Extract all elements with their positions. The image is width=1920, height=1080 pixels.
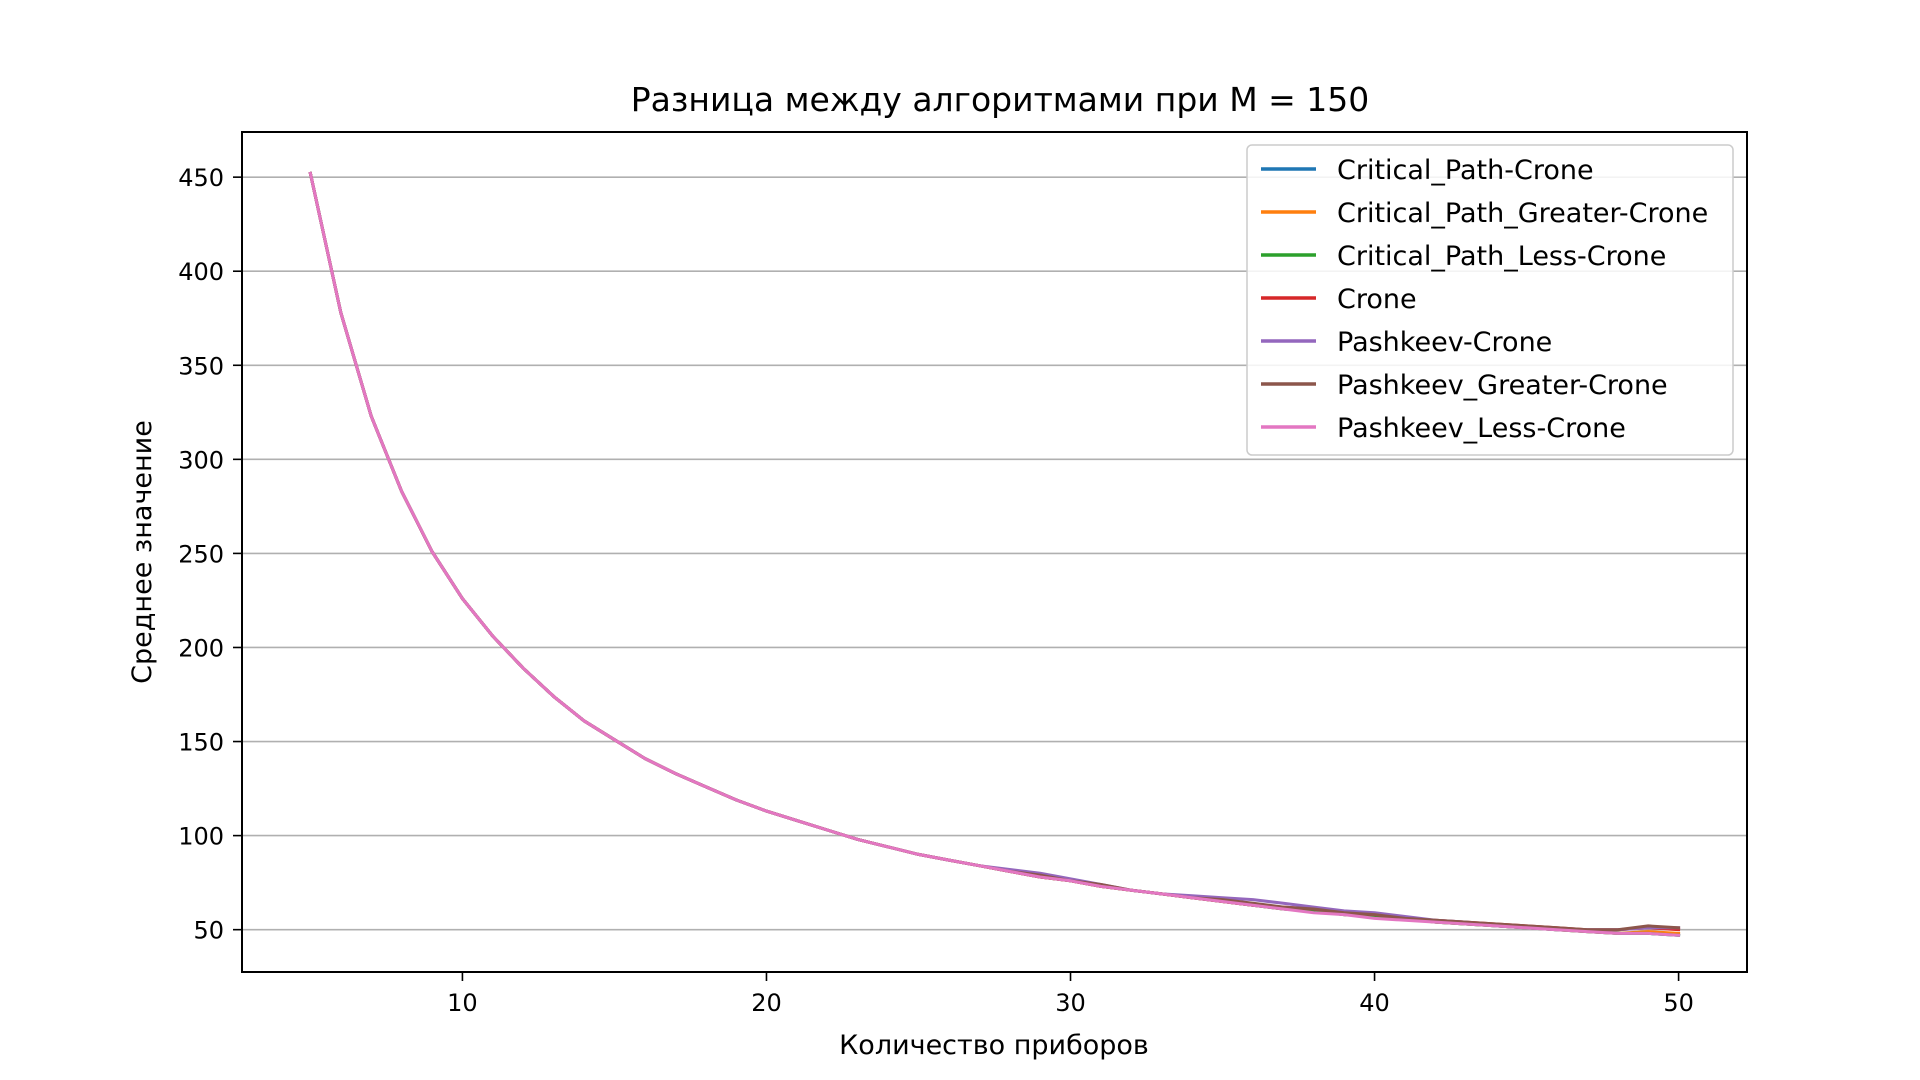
legend-item: Pashkeev_Less-Crone [1261,413,1626,444]
legend-item: Crone [1261,284,1417,315]
plot-frame [241,131,1748,973]
y-tick-label: 350 [178,352,224,380]
series-lines [308,171,1681,937]
legend-item: Pashkeev-Crone [1261,327,1552,358]
legend-frame [1246,144,1734,456]
y-tick-label: 200 [178,634,224,662]
chart-title: Разница между алгоритмами при M = 150 [631,80,1370,119]
x-tick-label: 20 [751,989,782,1017]
x-tick-label: 30 [1055,989,1086,1017]
y-tick-label: 450 [178,164,224,192]
y-tick-label: 50 [193,917,224,945]
legend-label: Critical_Path_Less-Crone [1337,241,1666,272]
legend-label: Crone [1337,284,1417,315]
legend-label: Critical_Path_Greater-Crone [1337,198,1708,229]
y-tick-label: 100 [178,823,224,851]
x-tick-label: 10 [447,989,478,1017]
y-tick-label: 300 [178,446,224,474]
legend-item: Critical_Path_Greater-Crone [1261,198,1708,229]
legend-label: Pashkeev_Less-Crone [1337,413,1626,444]
legend-item: Critical_Path-Crone [1261,155,1594,186]
legend-items: Critical_Path-Crone Critical_Path_Greater… [1261,155,1708,444]
legend: Critical_Path-Crone Critical_Path_Greater… [1246,144,1734,456]
y-axis-title: Среднее значение [127,420,158,684]
legend-item: Critical_Path_Less-Crone [1261,241,1666,272]
y-tick-label: 400 [178,258,224,286]
x-tick-label: 40 [1359,989,1390,1017]
y-tick-label: 250 [178,540,224,568]
legend-item: Pashkeev_Greater-Crone [1261,370,1668,401]
x-axis-title: Количество приборов [839,1030,1149,1061]
legend-label: Critical_Path-Crone [1337,155,1594,186]
legend-label: Pashkeev_Greater-Crone [1337,370,1668,401]
y-tick-label: 150 [178,729,224,757]
x-tick-label: 50 [1663,989,1694,1017]
series-line-pashkeev-less-crone [308,171,1681,937]
legend-label: Pashkeev-Crone [1337,327,1552,358]
axis-ticks: 50 100 150 200 250 300 350 400 450 10 20 30 40 50 [178,164,1694,1017]
